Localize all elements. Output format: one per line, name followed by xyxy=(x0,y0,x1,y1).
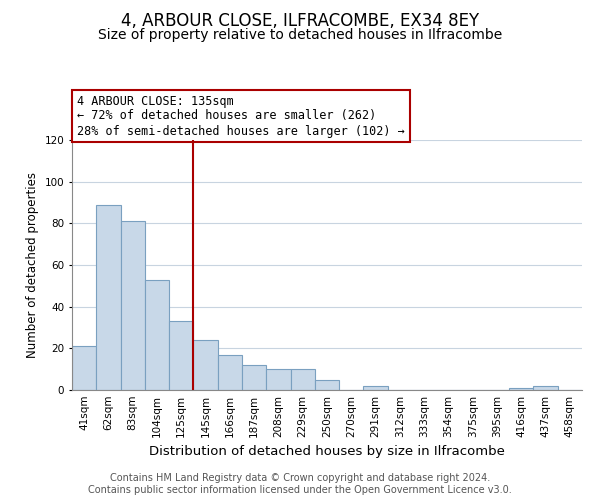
Bar xyxy=(145,280,169,390)
Text: Contains HM Land Registry data © Crown copyright and database right 2024.
Contai: Contains HM Land Registry data © Crown c… xyxy=(88,474,512,495)
Bar xyxy=(242,365,266,390)
Bar xyxy=(169,322,193,390)
X-axis label: Distribution of detached houses by size in Ilfracombe: Distribution of detached houses by size … xyxy=(149,446,505,458)
Bar xyxy=(72,346,96,390)
Bar xyxy=(509,388,533,390)
Text: 4 ARBOUR CLOSE: 135sqm
← 72% of detached houses are smaller (262)
28% of semi-de: 4 ARBOUR CLOSE: 135sqm ← 72% of detached… xyxy=(77,94,405,138)
Bar xyxy=(218,354,242,390)
Bar xyxy=(290,369,315,390)
Bar xyxy=(193,340,218,390)
Bar xyxy=(96,204,121,390)
Text: Size of property relative to detached houses in Ilfracombe: Size of property relative to detached ho… xyxy=(98,28,502,42)
Bar xyxy=(315,380,339,390)
Y-axis label: Number of detached properties: Number of detached properties xyxy=(26,172,39,358)
Bar xyxy=(121,221,145,390)
Bar xyxy=(533,386,558,390)
Bar xyxy=(266,369,290,390)
Text: 4, ARBOUR CLOSE, ILFRACOMBE, EX34 8EY: 4, ARBOUR CLOSE, ILFRACOMBE, EX34 8EY xyxy=(121,12,479,30)
Bar xyxy=(364,386,388,390)
